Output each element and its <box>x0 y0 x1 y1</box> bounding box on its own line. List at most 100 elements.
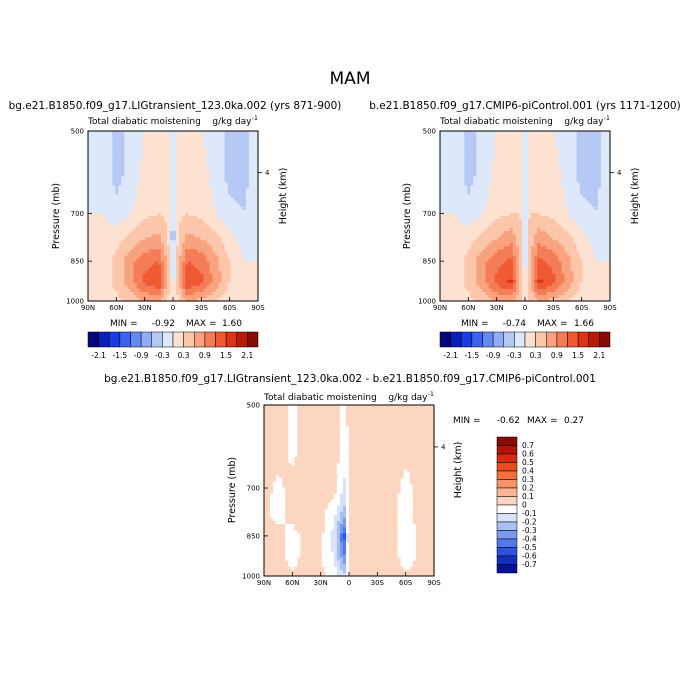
heatmap-cell <box>176 212 180 217</box>
heatmap-cell <box>443 179 447 184</box>
heatmap-cell <box>443 170 447 175</box>
heatmap-cell <box>606 222 611 226</box>
heatmap-cell <box>491 182 496 187</box>
heatmap-cell <box>606 206 611 211</box>
heatmap-cell <box>100 146 104 150</box>
heatmap-cell <box>136 161 141 165</box>
heatmap-cell <box>540 164 544 169</box>
heatmap-cell <box>130 131 135 135</box>
heatmap-cell <box>191 194 195 199</box>
heatmap-cell <box>555 191 559 196</box>
heatmap-cell <box>531 212 535 217</box>
heatmap-cell <box>215 240 220 244</box>
heatmap-cell <box>109 234 113 238</box>
heatmap-cell <box>91 161 95 165</box>
heatmap-cell <box>130 167 135 172</box>
heatmap-cell <box>473 185 478 190</box>
heatmap-cell <box>561 203 566 208</box>
heatmap-cell <box>206 155 211 159</box>
heatmap-cell <box>573 158 578 162</box>
heatmap-cell <box>139 191 144 196</box>
heatmap-cell <box>491 143 496 147</box>
heatmap-cell <box>512 185 517 190</box>
heatmap-cell <box>94 137 98 141</box>
heatmap-cell <box>194 249 198 254</box>
heatmap-cell <box>227 291 232 296</box>
heatmap-cell <box>166 200 171 205</box>
heatmap-cell <box>485 146 490 150</box>
heatmap-cell <box>476 222 481 226</box>
heatmap-cell <box>148 149 153 153</box>
heatmap-cell <box>127 176 132 181</box>
heatmap-cell <box>103 285 107 290</box>
heatmap-cell <box>176 288 180 293</box>
heatmap-cell <box>558 203 563 208</box>
heatmap-cell <box>242 264 247 269</box>
heatmap-cell <box>248 158 253 162</box>
heatmap-cell <box>91 270 95 275</box>
heatmap-cell <box>458 134 462 138</box>
heatmap-cell <box>512 200 517 205</box>
panel-subtitle-left: Total diabatic moistening <box>87 117 201 127</box>
heatmap-cell <box>254 179 259 184</box>
heatmap-cell <box>200 249 204 254</box>
heatmap-cell <box>151 276 156 281</box>
heatmap-cell <box>476 219 481 223</box>
heatmap-cell <box>160 194 165 199</box>
heatmap-cell <box>491 185 496 190</box>
heatmap-cell <box>127 149 132 153</box>
heatmap-cell <box>179 146 183 150</box>
heatmap-cell <box>233 216 238 220</box>
heatmap-cell <box>176 146 180 150</box>
heatmap-cell <box>215 243 220 247</box>
heatmap-cell <box>245 264 250 269</box>
heatmap-cell <box>573 161 578 165</box>
heatmap-cell <box>588 143 593 147</box>
heatmap-cell <box>603 167 608 172</box>
heatmap-cell <box>194 228 198 232</box>
heatmap-cell <box>458 188 462 193</box>
heatmap-cell <box>236 164 241 169</box>
heatmap-cell <box>139 131 144 135</box>
heatmap-cell <box>230 152 235 156</box>
heatmap-cell <box>157 288 162 293</box>
heatmap-cell <box>142 270 147 275</box>
heatmap-cell <box>227 179 232 184</box>
heatmap-cell <box>233 240 238 244</box>
heatmap-cell <box>103 170 107 175</box>
heatmap-cell <box>440 194 444 199</box>
heatmap-cell <box>552 200 556 205</box>
heatmap-cell <box>591 146 596 150</box>
heatmap-cell <box>603 131 608 135</box>
heatmap-cell <box>88 188 92 193</box>
heatmap-cell <box>224 279 229 284</box>
heatmap-cell <box>145 197 150 202</box>
heatmap-cell <box>127 222 132 226</box>
heatmap-cell <box>470 216 474 220</box>
heatmap-cell <box>470 200 474 205</box>
panel-subtitle-left: Total diabatic moistening <box>439 117 553 127</box>
heatmap-cell <box>594 149 599 153</box>
heatmap-cell <box>549 216 553 220</box>
heatmap-cell <box>94 246 98 250</box>
heatmap-cell <box>473 140 478 144</box>
heatmap-cell <box>491 194 496 199</box>
heatmap-cell <box>121 258 126 263</box>
heatmap-cell <box>179 282 183 287</box>
heatmap-cell <box>139 273 144 278</box>
heatmap-cell <box>221 179 226 184</box>
heatmap-cell <box>251 288 256 293</box>
heatmap-cell <box>94 182 98 187</box>
heatmap-cell <box>585 188 590 193</box>
heatmap-cell <box>239 206 244 211</box>
heatmap-cell <box>179 203 183 208</box>
heatmap-cell <box>115 176 119 181</box>
heatmap-cell <box>106 134 110 138</box>
heatmap-cell <box>97 231 101 235</box>
heatmap-cell <box>139 276 144 281</box>
heatmap-cell <box>452 149 456 153</box>
heatmap-cell <box>446 185 450 190</box>
heatmap-cell <box>512 152 517 156</box>
heatmap-cell <box>503 173 508 178</box>
heatmap-cell <box>543 158 547 162</box>
